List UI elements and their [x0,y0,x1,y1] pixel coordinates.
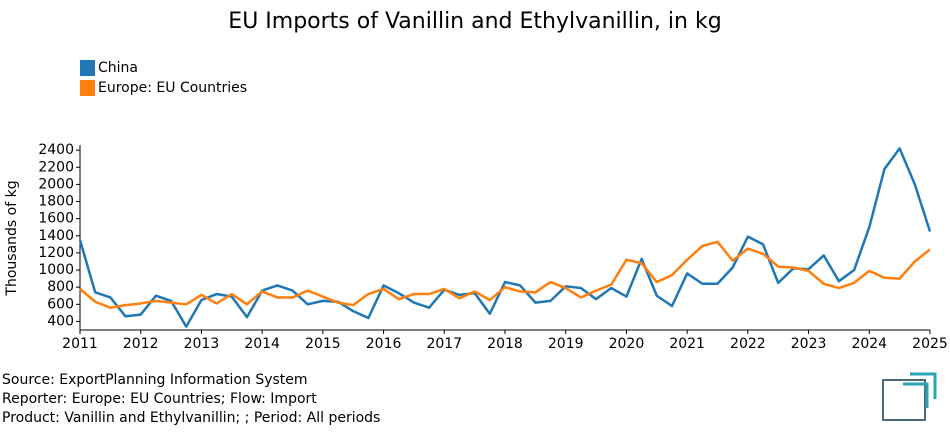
y-tick-label: 800 [47,279,74,295]
y-tick-label: 600 [47,296,74,312]
x-tick-label: 2023 [791,336,827,352]
y-tick-label: 1800 [38,194,74,210]
x-tick-label: 2014 [244,336,280,352]
legend-label: Europe: EU Countries [98,80,247,96]
y-tick-label: 1200 [38,245,74,261]
series-line [78,147,932,328]
y-tick-label: 1000 [38,262,74,278]
legend-label: China [98,60,138,76]
legend-swatch [80,60,95,76]
x-tick-label: 2018 [487,336,523,352]
y-tick-label: 2000 [38,176,74,192]
y-tick-label: 400 [47,313,74,329]
series-line [79,240,931,309]
x-tick-label: 2012 [123,336,159,352]
y-tick-label: 2200 [38,159,74,175]
y-tick-label: 1400 [38,228,74,244]
footer-text: Product: Vanillin and Ethylvanillin; ; P… [2,410,380,426]
logo [882,372,937,421]
x-tick-label: 2011 [62,336,98,352]
x-tick-label: 2021 [669,336,705,352]
x-tick-label: 2020 [609,336,645,352]
x-tick-label: 2022 [730,336,766,352]
x-tick-label: 2019 [548,336,584,352]
footer-text: Reporter: Europe: EU Countries; Flow: Im… [2,391,317,407]
y-tick-label: 2400 [38,142,74,158]
x-tick-label: 2015 [305,336,341,352]
x-tick-label: 2017 [426,336,462,352]
x-tick-label: 2025 [912,336,948,352]
x-tick-label: 2016 [366,336,402,352]
legend-swatch [80,80,95,96]
y-tick-label: 1600 [38,211,74,227]
x-tick-label: 2024 [851,336,887,352]
footer-text: Source: ExportPlanning Information Syste… [2,372,308,388]
x-tick-label: 2013 [184,336,220,352]
y-axis-label: Thousands of kg [4,180,20,296]
chart-title: EU Imports of Vanillin and Ethylvanillin… [228,9,721,34]
